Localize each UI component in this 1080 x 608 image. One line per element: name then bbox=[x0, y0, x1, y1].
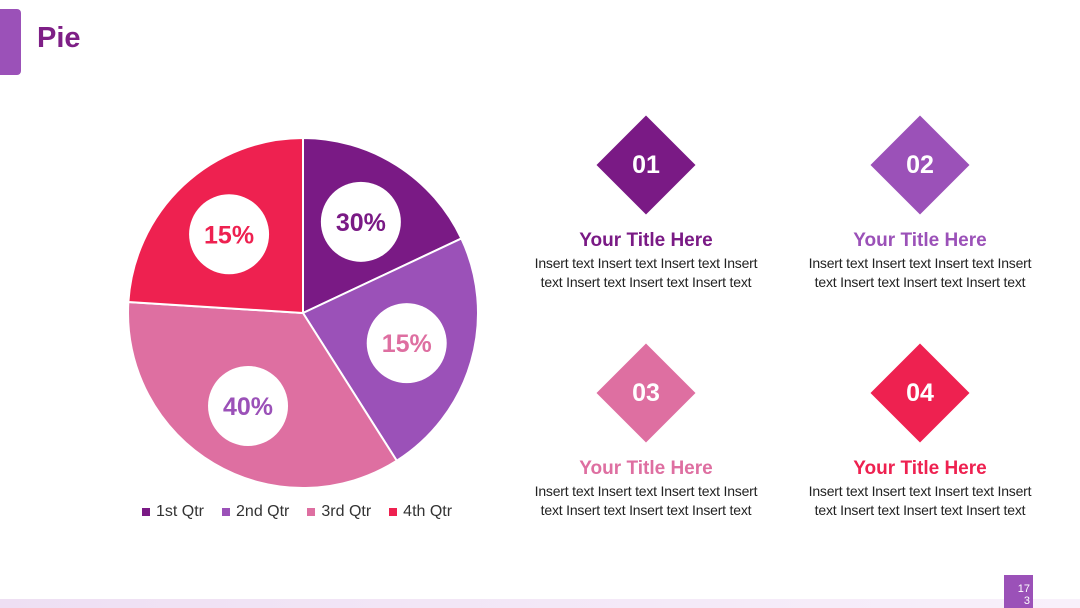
pie-chart-svg: 30% 15% 40% 15% bbox=[127, 136, 479, 489]
info-card-02: 02 Your Title Here Insert text Insert te… bbox=[800, 115, 1040, 292]
number-diamond: 01 bbox=[596, 115, 696, 215]
legend-swatch bbox=[307, 508, 316, 516]
legend-label: 1st Qtr bbox=[156, 503, 205, 520]
card-text: Insert text Insert text Insert text Inse… bbox=[534, 255, 758, 290]
data-label-bubble bbox=[366, 303, 447, 384]
diamond-number: 01 bbox=[632, 151, 660, 179]
legend-swatch bbox=[389, 508, 398, 516]
card-text: Insert text Insert text Insert text Inse… bbox=[534, 483, 758, 518]
card-title: Your Title Here bbox=[853, 230, 987, 251]
page-number-badge: 17 3 bbox=[1004, 575, 1033, 608]
slide-title: Pie bbox=[37, 22, 81, 54]
legend-item-2nd-qtr: 2nd Qtr bbox=[222, 503, 289, 521]
data-label-bubble bbox=[189, 194, 270, 275]
legend-label: 3rd Qtr bbox=[321, 503, 372, 520]
footer-band bbox=[0, 599, 1080, 608]
data-label-1st-qtr: 30% bbox=[336, 209, 386, 237]
legend-swatch bbox=[142, 508, 150, 516]
info-card-04: 04 Your Title Here Insert text Insert te… bbox=[800, 343, 1040, 520]
legend-swatch bbox=[222, 508, 231, 516]
card-title: Your Title Here bbox=[579, 458, 713, 479]
number-diamond: 03 bbox=[596, 343, 696, 443]
data-label-2nd-qtr: 15% bbox=[382, 330, 432, 358]
card-title: Your Title Here bbox=[853, 458, 987, 479]
card-text: Insert text Insert text Insert text Inse… bbox=[808, 483, 1032, 518]
diamond-number: 03 bbox=[632, 379, 660, 407]
data-label-bubble bbox=[208, 365, 289, 446]
pie-chart: 30% 15% 40% 15% bbox=[125, 135, 481, 491]
legend-label: 4th Qtr bbox=[403, 503, 453, 520]
legend-label: 2nd Qtr bbox=[236, 503, 290, 520]
data-label-4th-qtr: 15% bbox=[204, 221, 254, 249]
legend-item-1st-qtr: 1st Qtr bbox=[142, 503, 204, 521]
info-card-03: 03 Your Title Here Insert text Insert te… bbox=[526, 343, 766, 520]
chart-legend: 1st Qtr 2nd Qtr 3rd Qtr 4th Qtr bbox=[142, 503, 452, 521]
card-title: Your Title Here bbox=[579, 230, 713, 251]
diamond-number: 02 bbox=[906, 151, 934, 179]
card-text: Insert text Insert text Insert text Inse… bbox=[808, 255, 1032, 290]
data-label-bubble bbox=[320, 181, 401, 262]
legend-item-4th-qtr: 4th Qtr bbox=[389, 503, 452, 521]
number-diamond: 04 bbox=[870, 343, 970, 443]
data-label-3rd-qtr: 40% bbox=[223, 393, 273, 421]
number-diamond: 02 bbox=[870, 115, 970, 215]
diamond-number: 04 bbox=[906, 379, 934, 407]
legend-item-3rd-qtr: 3rd Qtr bbox=[307, 503, 371, 521]
info-card-01: 01 Your Title Here Insert text Insert te… bbox=[526, 115, 766, 292]
title-accent-bar bbox=[0, 9, 21, 75]
